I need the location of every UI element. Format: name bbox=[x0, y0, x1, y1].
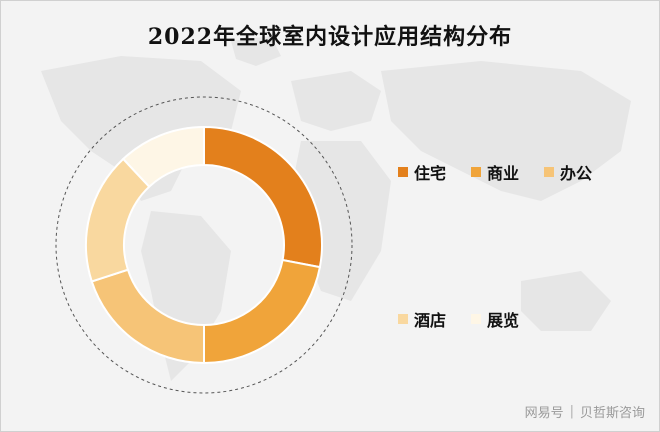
legend-label: 办公 bbox=[560, 164, 593, 183]
chart-title: 2022年全球室内设计应用结构分布 bbox=[147, 24, 513, 50]
legend-item-shangye: 商业 bbox=[471, 160, 519, 184]
watermark-author: 贝哲斯咨询 bbox=[579, 406, 645, 421]
legend-swatch bbox=[398, 167, 408, 177]
legend-item-zhuzhai: 住宅 bbox=[398, 160, 446, 184]
donut-slice-0 bbox=[203, 125, 323, 269]
dashed-outer-ring bbox=[55, 96, 353, 394]
legend-item-zhanlan: 展览 bbox=[471, 307, 519, 331]
legend-label: 住宅 bbox=[414, 164, 447, 183]
watermark-separator: | bbox=[569, 404, 574, 419]
legend-swatch bbox=[471, 167, 481, 177]
watermark: 网易号 | 贝哲斯咨询 bbox=[525, 402, 645, 421]
legend-label: 展览 bbox=[487, 311, 520, 330]
watermark-source: 网易号 bbox=[524, 406, 564, 421]
legend-swatch bbox=[471, 314, 481, 324]
donut-slice-1 bbox=[203, 258, 322, 365]
legend-label: 酒店 bbox=[414, 311, 447, 330]
donut-slice-4 bbox=[121, 125, 205, 189]
legend-swatch bbox=[544, 167, 554, 177]
donut-slice-2 bbox=[90, 268, 205, 365]
legend-label: 商业 bbox=[487, 164, 520, 183]
legend-item-bangong: 办公 bbox=[544, 160, 592, 184]
legend-item-jiudian: 酒店 bbox=[398, 307, 446, 331]
legend-swatch bbox=[398, 314, 408, 324]
